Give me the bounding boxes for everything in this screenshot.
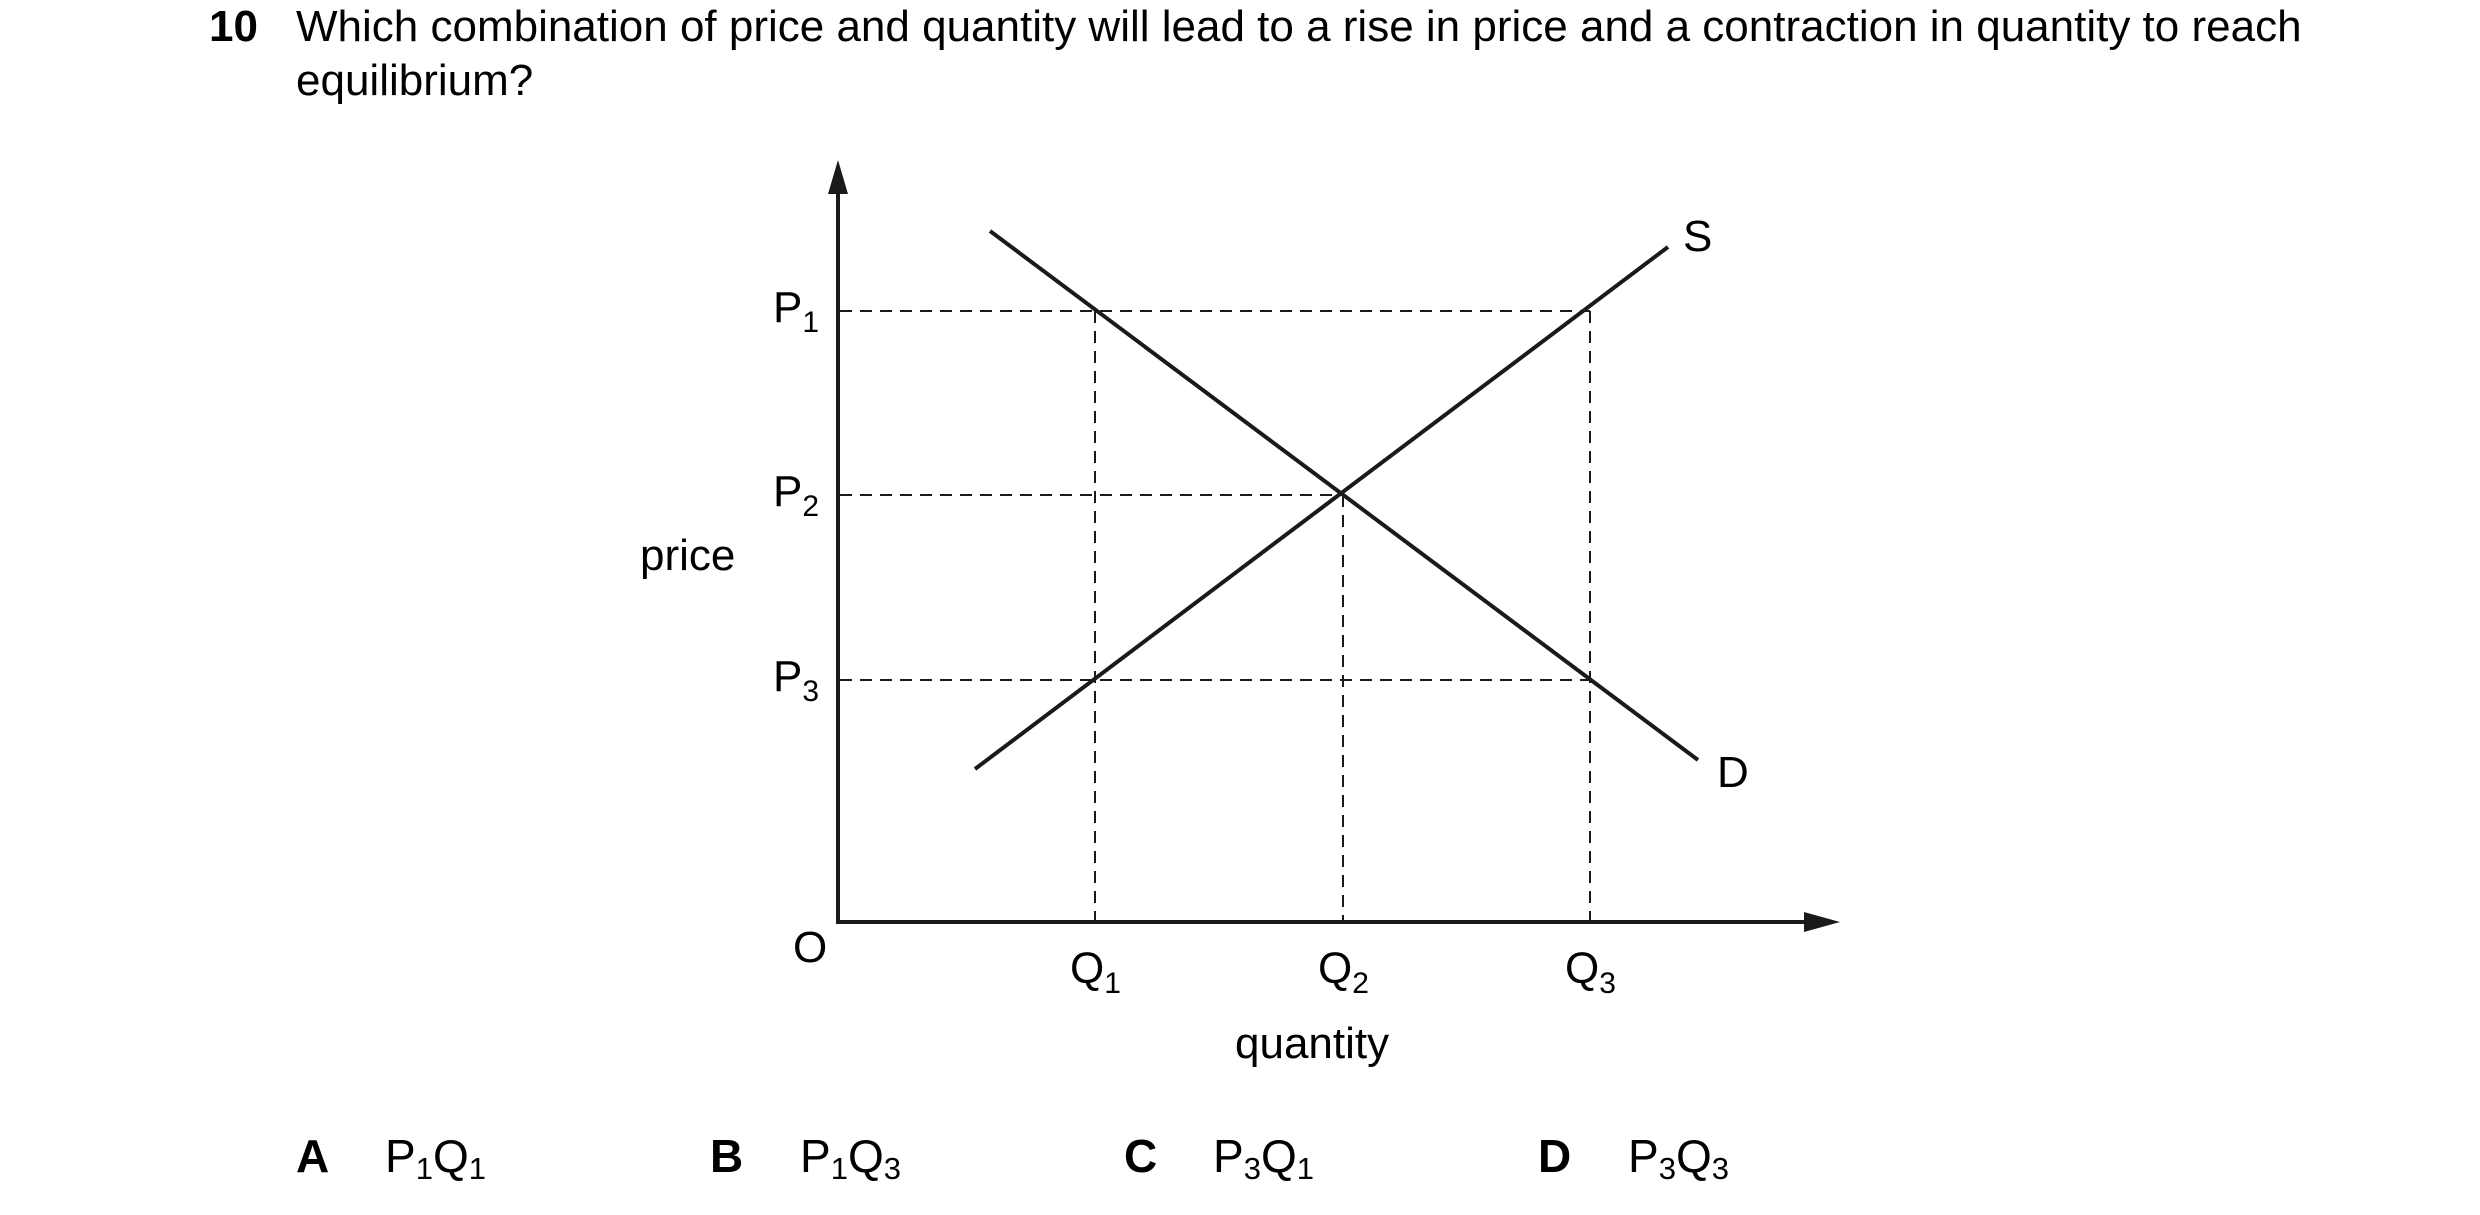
question-text: Which combination of price and quantity …: [296, 2, 2302, 105]
x-axis-label: quantity: [1235, 1019, 1389, 1068]
quantity-label-q3: Q3: [1565, 944, 1616, 1000]
option-d-value: P3Q3: [1628, 1130, 1729, 1186]
y-axis-label: price: [640, 531, 735, 580]
option-a-letter: A: [296, 1130, 330, 1182]
price-label-p2: P2: [773, 467, 819, 523]
x-axis-arrowhead: [1804, 912, 1840, 932]
option-c-value: P3Q1: [1213, 1130, 1314, 1186]
demand-label: D: [1717, 748, 1749, 797]
demand-curve: [988, 229, 1700, 762]
origin-label: O: [793, 923, 827, 972]
quantity-label-q1: Q1: [1070, 944, 1121, 1000]
option-b-letter: B: [710, 1130, 744, 1182]
supply-label: S: [1683, 212, 1712, 261]
y-axis-arrowhead: [828, 160, 848, 194]
option-c-letter: C: [1124, 1130, 1158, 1182]
option-a-value: P1Q1: [385, 1130, 486, 1186]
quantity-label-q2: Q2: [1318, 944, 1369, 1000]
supply-curve: [973, 245, 1670, 771]
price-label-p1: P1: [773, 283, 819, 339]
question-number: 10: [209, 2, 258, 51]
option-d-letter: D: [1538, 1130, 1572, 1182]
option-b-value: P1Q3: [800, 1130, 901, 1186]
price-label-p3: P3: [773, 652, 819, 708]
